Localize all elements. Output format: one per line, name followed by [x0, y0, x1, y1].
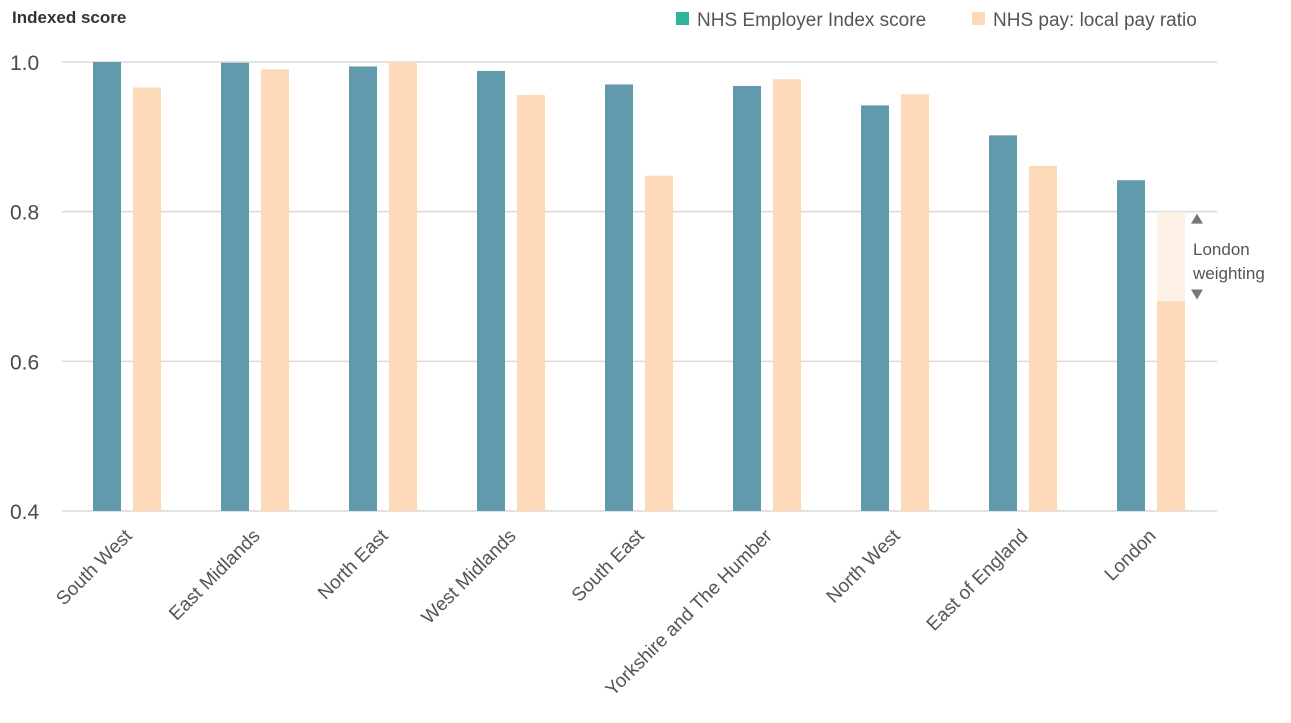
legend-label-employer-index: NHS Employer Index score	[697, 10, 926, 31]
x-category-label: South West	[52, 525, 137, 610]
bar-employer-index	[93, 62, 121, 511]
y-tick-label: 0.4	[10, 501, 40, 524]
bar-employer-index	[221, 62, 249, 512]
bar-employer-index	[605, 84, 633, 511]
x-category-label: London	[1101, 526, 1161, 586]
london-weighting-band	[1157, 211, 1185, 302]
y-axis-ticks: 1.0 0.8 0.6 0.4	[10, 52, 40, 524]
y-tick-label: 1.0	[10, 52, 39, 75]
bar-local-pay-ratio	[901, 94, 929, 511]
y-tick-label: 0.6	[10, 351, 39, 374]
legend: NHS Employer Index score NHS pay: local …	[676, 10, 1197, 31]
gridlines	[62, 61, 1217, 512]
bar-local-pay-ratio	[1029, 166, 1057, 512]
x-category-label: North East	[314, 525, 393, 604]
annotation-london-weighting: London weighting	[1191, 213, 1265, 300]
bar-local-pay-ratio	[389, 62, 417, 511]
bar-local-pay-ratio	[645, 175, 673, 511]
legend-swatch-employer-index	[676, 12, 689, 25]
bar-local-pay-ratio	[133, 87, 161, 512]
bar-local-pay-ratio	[773, 79, 801, 511]
up-arrow-icon	[1191, 213, 1203, 224]
y-axis-title: Indexed score	[12, 8, 126, 27]
bar-employer-index	[349, 66, 377, 512]
legend-swatch-local-pay-ratio	[972, 12, 985, 25]
bar-employer-index	[861, 105, 889, 512]
annotation-band-layer	[1157, 211, 1185, 302]
x-category-label: North West	[823, 525, 905, 607]
x-category-label: East Midlands	[165, 526, 264, 625]
x-axis-labels: South West East Midlands North East West Mi…	[52, 525, 1160, 700]
annotation-label-line2: weighting	[1192, 264, 1265, 283]
x-category-label: South East	[568, 525, 649, 606]
bars	[93, 62, 1185, 512]
legend-label-local-pay-ratio: NHS pay: local pay ratio	[993, 10, 1197, 31]
bar-employer-index	[477, 70, 505, 511]
bar-employer-index	[1117, 180, 1145, 511]
x-category-label: West Midlands	[418, 526, 521, 629]
bar-local-pay-ratio	[517, 94, 545, 511]
x-category-label: East of England	[923, 526, 1033, 636]
bar-employer-index	[989, 135, 1017, 511]
bar-local-pay-ratio	[1157, 301, 1185, 511]
y-tick-label: 0.8	[10, 202, 39, 225]
bar-local-pay-ratio	[261, 69, 289, 511]
down-arrow-icon	[1191, 289, 1203, 300]
annotation-label-line1: London	[1193, 240, 1250, 259]
bar-employer-index	[733, 85, 761, 512]
